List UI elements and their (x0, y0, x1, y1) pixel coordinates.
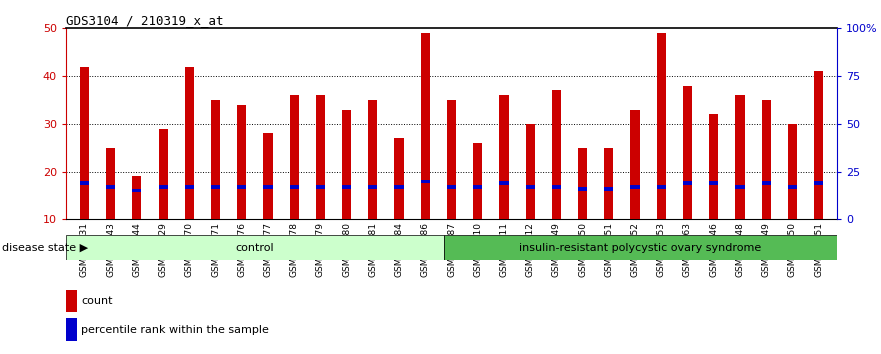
Bar (315, 95, 325, 219)
Bar (421, 179, 430, 183)
Bar (656, 185, 666, 189)
Bar (709, 182, 718, 185)
Bar (159, 129, 167, 219)
Bar (447, 100, 456, 219)
Bar (631, 110, 640, 219)
Text: insulin-resistant polycystic ovary syndrome: insulin-resistant polycystic ovary syndr… (519, 243, 761, 253)
Bar (526, 185, 535, 189)
Bar (631, 185, 640, 189)
Bar (578, 148, 588, 219)
Bar (761, 182, 771, 185)
Bar (368, 185, 377, 189)
Bar (211, 185, 220, 189)
Text: control: control (235, 243, 274, 253)
Bar (106, 185, 115, 189)
Bar (709, 114, 718, 219)
Bar (263, 185, 272, 189)
Bar (552, 185, 561, 189)
Bar (66, 318, 78, 341)
Bar (500, 182, 508, 185)
Bar (368, 100, 377, 219)
Bar (132, 176, 142, 219)
Bar (788, 185, 797, 189)
Bar (132, 189, 142, 193)
Bar (66, 290, 78, 312)
Bar (473, 143, 482, 219)
Text: count: count (81, 296, 113, 306)
Bar (473, 185, 482, 189)
Bar (395, 185, 403, 189)
Text: disease state ▶: disease state ▶ (2, 243, 88, 253)
Bar (736, 185, 744, 189)
Bar (80, 182, 89, 185)
Bar (604, 187, 613, 190)
Text: GDS3104 / 210319_x_at: GDS3104 / 210319_x_at (66, 14, 224, 27)
Bar (290, 185, 299, 189)
Bar (315, 185, 325, 189)
Bar (237, 185, 247, 189)
Bar (604, 148, 613, 219)
Bar (788, 124, 797, 219)
Bar (761, 100, 771, 219)
Bar (444, 235, 837, 260)
Bar (552, 91, 561, 219)
Bar (526, 124, 535, 219)
Bar (342, 110, 352, 219)
Bar (656, 33, 666, 219)
Bar (159, 185, 167, 189)
Bar (500, 95, 508, 219)
Bar (814, 182, 823, 185)
Bar (683, 86, 692, 219)
Bar (263, 133, 272, 219)
Text: percentile rank within the sample: percentile rank within the sample (81, 325, 270, 335)
Bar (342, 185, 352, 189)
Bar (683, 182, 692, 185)
Bar (237, 105, 247, 219)
Bar (66, 235, 444, 260)
Bar (421, 33, 430, 219)
Bar (578, 187, 588, 190)
Bar (211, 100, 220, 219)
Bar (814, 72, 823, 219)
Bar (736, 95, 744, 219)
Bar (395, 138, 403, 219)
Bar (185, 67, 194, 219)
Bar (80, 67, 89, 219)
Bar (290, 95, 299, 219)
Bar (447, 185, 456, 189)
Bar (185, 185, 194, 189)
Bar (106, 148, 115, 219)
